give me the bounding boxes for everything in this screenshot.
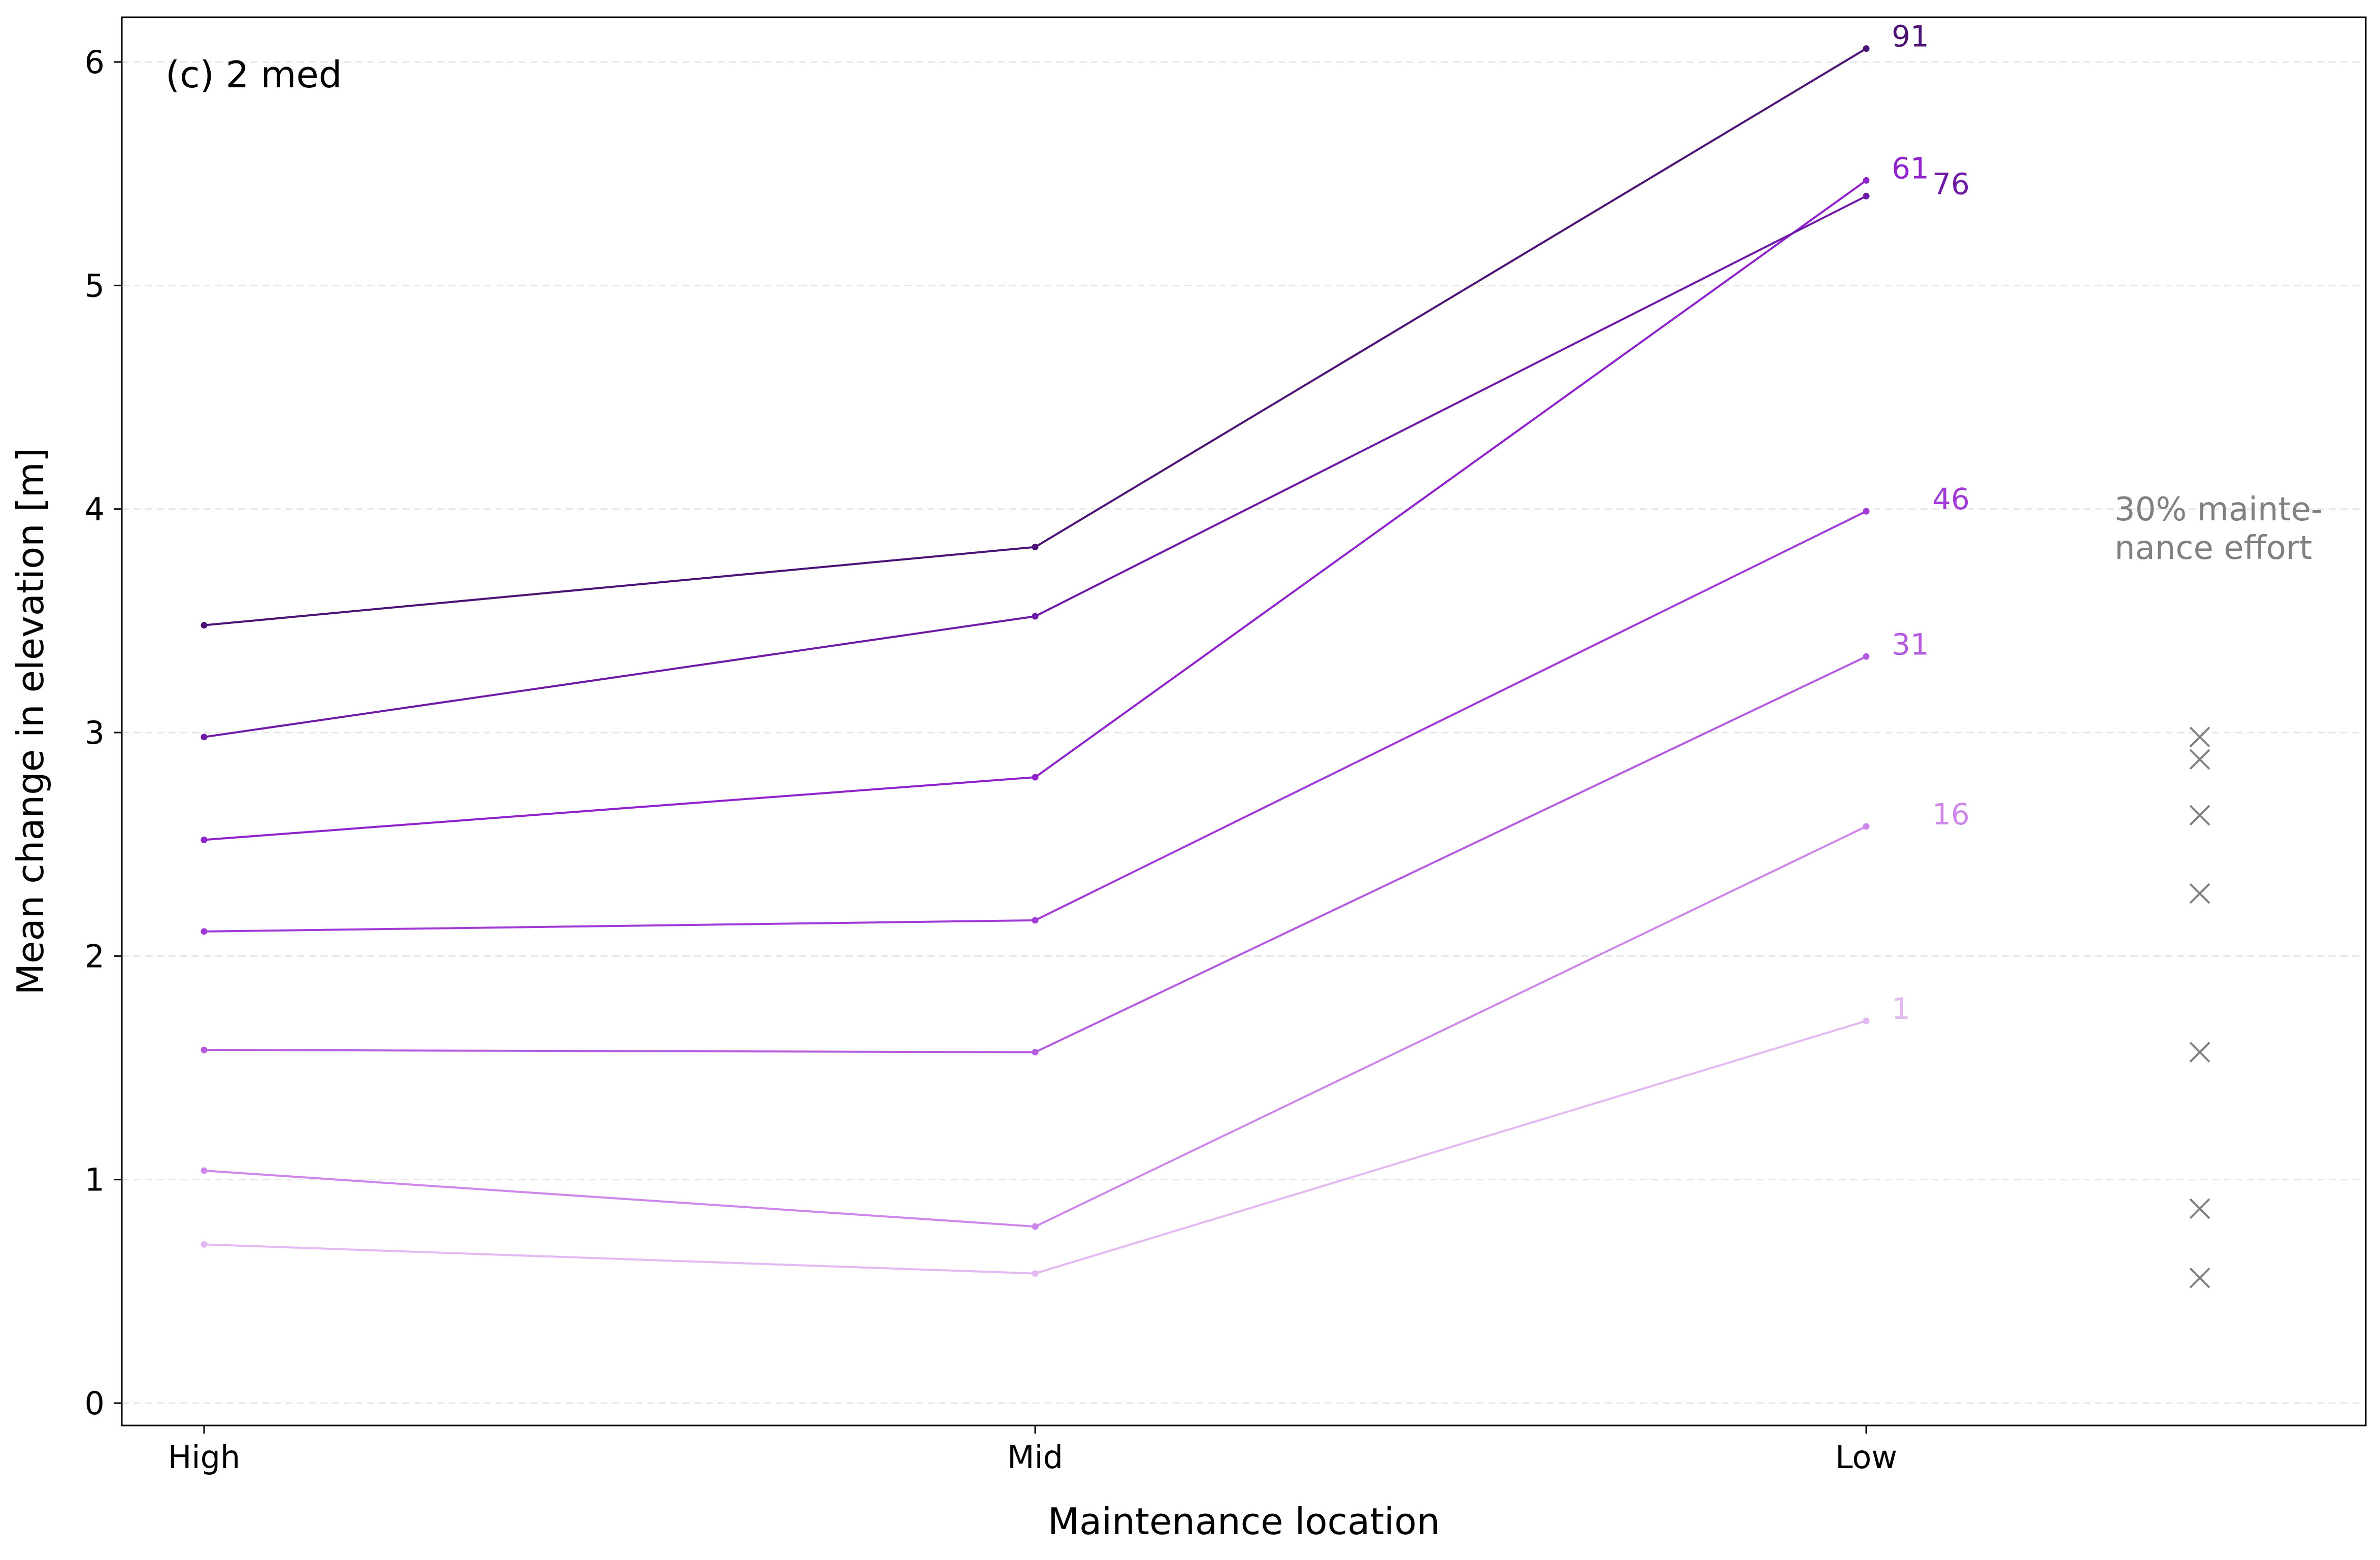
series-point-76 bbox=[1032, 613, 1039, 620]
y-tick-label: 0 bbox=[85, 1385, 105, 1422]
x-tick-label: High bbox=[168, 1439, 241, 1476]
series-labels: 1 16 31 46 61 76 91 bbox=[1892, 19, 1970, 1026]
series-point-91 bbox=[1863, 45, 1870, 52]
x-tick-label: Low bbox=[1835, 1439, 1897, 1476]
series-point-16 bbox=[1863, 823, 1870, 830]
series-label-61: 61 bbox=[1892, 151, 1929, 185]
x-axis-title: Maintenance location bbox=[1048, 1500, 1440, 1543]
y-tick-label: 4 bbox=[85, 491, 105, 528]
series-point-1 bbox=[1032, 1270, 1039, 1277]
y-tick-label: 6 bbox=[85, 44, 105, 81]
series-label-31: 31 bbox=[1892, 627, 1929, 661]
series-point-91 bbox=[1032, 544, 1039, 551]
y-tick-label: 1 bbox=[85, 1161, 105, 1199]
series-point-31 bbox=[1032, 1049, 1039, 1056]
y-tick-label: 2 bbox=[85, 938, 105, 975]
series-point-61 bbox=[1863, 177, 1870, 184]
series-point-61 bbox=[1032, 774, 1039, 781]
series-point-61 bbox=[201, 836, 208, 843]
series-label-16: 16 bbox=[1932, 797, 1970, 832]
series-label-46: 46 bbox=[1932, 482, 1970, 516]
series-point-31 bbox=[201, 1046, 208, 1053]
series-point-1 bbox=[201, 1241, 208, 1248]
y-tick-label: 3 bbox=[85, 714, 105, 751]
reference-marker bbox=[2189, 749, 2210, 770]
series-point-1 bbox=[1863, 1017, 1870, 1024]
series-point-46 bbox=[1032, 917, 1039, 924]
reference-markers bbox=[2189, 726, 2210, 1288]
annotation-line: 30% mainte- bbox=[2114, 491, 2323, 528]
series-point-16 bbox=[201, 1167, 208, 1174]
series-label-76: 76 bbox=[1932, 167, 1970, 201]
annotation-maintenance-effort: 30% mainte-nance effort bbox=[2114, 491, 2323, 567]
reference-marker bbox=[2189, 726, 2210, 748]
series-point-76 bbox=[201, 734, 208, 741]
reference-marker bbox=[2189, 1198, 2210, 1219]
reference-marker bbox=[2189, 1267, 2210, 1288]
series-label-1: 1 bbox=[1892, 991, 1910, 1026]
panel-title: (c) 2 med bbox=[166, 53, 342, 96]
series-point-91 bbox=[201, 622, 208, 629]
series-point-46 bbox=[1863, 508, 1870, 515]
reference-marker bbox=[2189, 805, 2210, 826]
series-point-76 bbox=[1863, 192, 1870, 200]
reference-marker bbox=[2189, 883, 2210, 904]
plot-frame bbox=[121, 16, 2367, 1426]
series-label-91: 91 bbox=[1892, 19, 1929, 54]
series-lines bbox=[201, 45, 1870, 1277]
annotation-line: nance effort bbox=[2114, 529, 2312, 567]
series-point-31 bbox=[1863, 653, 1870, 660]
x-tick-label: Mid bbox=[1007, 1439, 1063, 1476]
axis-ticks: 0 1 2 3 4 5 6 High Mid Low bbox=[85, 44, 1898, 1476]
y-axis-title: Mean change in elevation [m] bbox=[9, 448, 52, 995]
reference-marker bbox=[2189, 1042, 2210, 1063]
y-tick-label: 5 bbox=[85, 267, 105, 304]
series-point-46 bbox=[201, 928, 208, 935]
gridlines bbox=[122, 61, 2366, 1404]
series-point-16 bbox=[1032, 1223, 1039, 1230]
